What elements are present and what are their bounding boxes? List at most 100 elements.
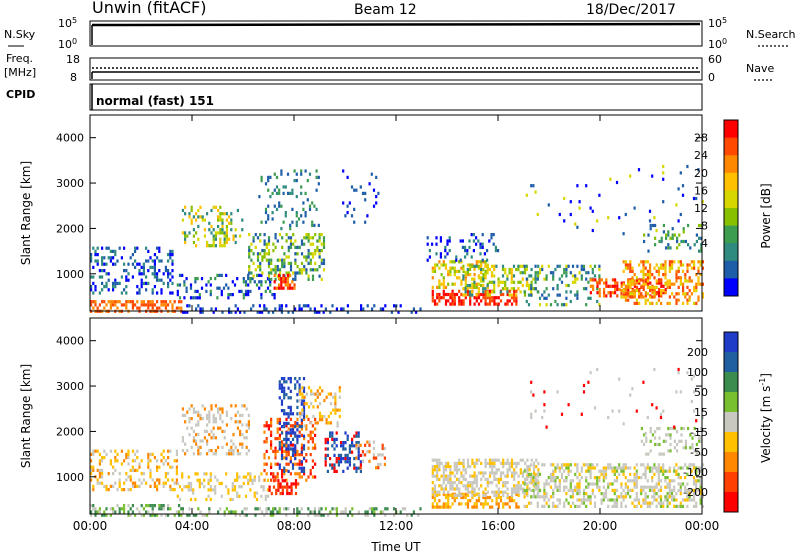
heatmap-cell xyxy=(690,266,693,270)
heatmap-cell xyxy=(480,461,483,465)
heatmap-cell xyxy=(677,285,680,289)
heatmap-cell xyxy=(603,294,606,298)
heatmap-cell xyxy=(181,475,184,479)
heatmap-cell xyxy=(636,281,639,285)
heatmap-cell xyxy=(431,495,434,500)
heatmap-cell xyxy=(682,263,685,267)
heatmap-cell xyxy=(654,236,657,240)
heatmap-cell xyxy=(305,478,308,482)
heatmap-cell xyxy=(541,463,544,467)
heatmap-cell xyxy=(666,476,669,480)
heatmap-cell xyxy=(571,280,575,284)
heatmap-cell xyxy=(526,471,529,475)
heatmap-cell xyxy=(651,291,654,295)
heatmap-cell xyxy=(134,265,137,269)
heatmap-cell xyxy=(679,276,682,280)
heatmap-cell xyxy=(677,260,680,264)
heatmap-cell xyxy=(296,441,299,445)
heatmap-cell xyxy=(589,284,592,288)
heatmap-cell xyxy=(669,442,672,447)
heatmap-cell xyxy=(534,274,537,278)
heatmap-cell xyxy=(431,465,434,469)
heatmap-cell xyxy=(615,476,619,480)
heatmap-cell xyxy=(158,278,161,282)
heatmap-cell xyxy=(280,457,284,461)
heatmap-cell xyxy=(287,427,290,431)
heatmap-cell xyxy=(112,256,115,260)
heatmap-cell xyxy=(484,461,487,465)
heatmap-cell xyxy=(671,236,674,240)
heatmap-cell xyxy=(554,299,557,304)
heatmap-cell xyxy=(482,471,485,475)
heatmap-cell xyxy=(649,269,652,273)
heatmap-cell xyxy=(145,481,148,485)
heatmap-cell xyxy=(673,479,676,483)
heatmap-cell xyxy=(657,479,660,483)
heatmap-cell xyxy=(633,206,636,210)
heatmap-cell xyxy=(263,469,266,473)
heatmap-cell xyxy=(624,212,627,217)
heatmap-cell xyxy=(266,494,270,498)
heatmap-cell xyxy=(532,393,535,397)
heatmap-cell xyxy=(217,208,220,213)
heatmap-cell xyxy=(195,439,198,443)
heatmap-cell xyxy=(536,504,539,508)
heatmap-cell xyxy=(560,274,564,278)
heatmap-cell xyxy=(195,231,198,235)
heatmap-cell xyxy=(196,472,199,476)
heatmap-cell xyxy=(127,488,130,492)
heatmap-cell xyxy=(156,291,159,295)
heatmap-cell xyxy=(486,283,489,288)
heatmap-cell xyxy=(357,453,360,457)
heatmap-cell xyxy=(283,485,287,489)
heatmap-cell xyxy=(289,431,292,435)
heatmap-cell xyxy=(131,300,134,304)
heatmap-cell xyxy=(538,495,542,499)
heatmap-cell xyxy=(263,255,266,259)
heatmap-cell xyxy=(669,246,672,250)
heatmap-cell xyxy=(125,472,128,476)
heatmap-cell xyxy=(431,269,434,273)
heatmap-cell xyxy=(471,264,474,268)
heatmap-cell xyxy=(164,481,167,485)
heatmap-cell xyxy=(359,466,362,470)
heatmap-cell xyxy=(537,481,540,485)
heatmap-cell xyxy=(462,477,465,481)
heatmap-cell xyxy=(442,492,445,496)
heatmap-cell xyxy=(684,292,687,296)
heatmap-cell xyxy=(495,468,498,472)
heatmap-cell xyxy=(212,205,215,209)
heatmap-cell xyxy=(538,303,542,307)
heatmap-cell xyxy=(480,299,483,303)
heatmap-cell xyxy=(662,263,665,267)
heatmap-cell xyxy=(655,482,658,486)
heatmap-cell xyxy=(477,266,481,270)
heatmap-cell xyxy=(501,287,505,291)
heatmap-cell xyxy=(195,433,198,437)
heatmap-cell xyxy=(556,488,559,492)
heatmap-cell xyxy=(482,495,485,500)
heatmap-cell xyxy=(668,501,671,505)
heatmap-cell xyxy=(181,310,184,314)
heatmap-cell xyxy=(308,204,312,208)
heatmap-cell xyxy=(582,492,586,496)
heatmap-cell xyxy=(510,296,514,300)
heatmap-cell xyxy=(181,436,184,440)
heatmap-cell xyxy=(269,289,272,293)
heatmap-cell xyxy=(314,417,317,421)
heatmap-cell xyxy=(197,224,200,229)
heatmap-cell xyxy=(600,472,603,476)
heatmap-cell xyxy=(140,303,143,307)
heatmap-cell xyxy=(482,474,485,478)
heatmap-cell xyxy=(279,485,282,489)
heatmap-cell xyxy=(486,484,489,488)
heatmap-cell xyxy=(131,253,134,257)
heatmap-cell xyxy=(563,469,566,473)
heatmap-cell xyxy=(695,485,698,489)
heatmap-cell xyxy=(359,453,362,457)
heatmap-cell xyxy=(335,513,338,517)
heatmap-cell xyxy=(181,507,184,511)
heatmap-cell xyxy=(669,436,672,440)
heatmap-cell xyxy=(657,463,660,467)
nave-tick-top: 60 xyxy=(708,53,722,66)
